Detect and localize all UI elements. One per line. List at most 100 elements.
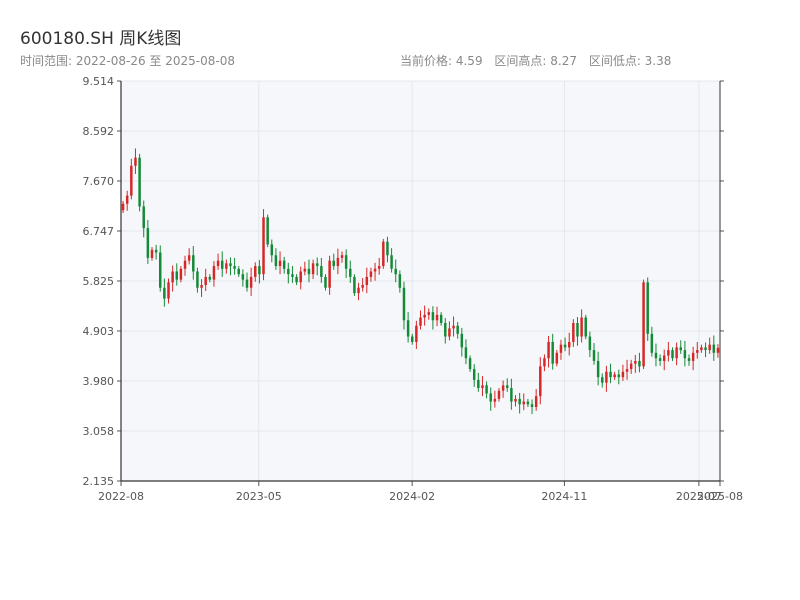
candle-up <box>382 241 385 267</box>
candle-up <box>696 350 699 353</box>
candle-down <box>530 404 534 408</box>
y-tick-label: 3.980 <box>83 375 115 388</box>
y-tick-label: 2.135 <box>83 475 115 488</box>
candle-up <box>448 328 451 337</box>
y-tick-label: 3.058 <box>83 425 115 438</box>
candle-down <box>485 385 488 394</box>
candle-down <box>588 336 592 351</box>
candle-down <box>138 157 141 207</box>
candle-down <box>460 333 464 348</box>
candle-down <box>287 268 290 275</box>
candle-up <box>634 360 637 364</box>
candle-up <box>212 266 216 280</box>
candle-up <box>150 249 154 258</box>
candle-up <box>249 276 253 288</box>
candle-down <box>291 274 294 277</box>
candle-up <box>183 260 187 269</box>
candle-up <box>365 276 369 286</box>
candle-up <box>572 322 575 342</box>
candle-down <box>584 317 587 337</box>
candle-down <box>704 347 707 351</box>
candle-up <box>522 401 526 405</box>
x-tick-label: 2023-05 <box>236 490 282 503</box>
candle-up <box>662 355 666 361</box>
time-range-label: 时间范围: 2022-08-26 至 2025-08-08 <box>20 54 235 68</box>
x-tick-label: 2025-08 <box>697 490 743 503</box>
candle-up <box>336 257 340 267</box>
candle-up <box>427 312 431 315</box>
candle-up <box>555 352 559 364</box>
candle-up <box>254 266 257 277</box>
candle-up <box>708 344 711 351</box>
candle-up <box>311 263 315 275</box>
candle-up <box>691 352 695 361</box>
candle-down <box>592 350 596 361</box>
candle-down <box>282 260 286 269</box>
candle-down <box>671 350 674 359</box>
range-high-label: 区间高点: 8.27 <box>494 54 577 68</box>
candle-down <box>601 377 604 383</box>
y-tick-label: 7.670 <box>83 175 115 188</box>
candle-down <box>551 341 554 364</box>
price-summary: 当前价格: 4.59 区间高点: 8.27 区间低点: 3.38 <box>400 52 679 69</box>
candle-down <box>609 371 612 378</box>
candle-up <box>501 385 505 391</box>
candle-down <box>245 279 249 288</box>
candle-up <box>171 271 174 283</box>
candle-up <box>125 195 129 204</box>
candle-up <box>225 263 228 269</box>
candle-down <box>270 244 274 256</box>
candle-up <box>134 157 137 166</box>
candle-down <box>390 255 393 269</box>
candle-up <box>200 285 203 288</box>
candle-down <box>307 268 311 275</box>
candle-up <box>299 271 302 283</box>
candle-down <box>266 217 269 245</box>
y-tick-label: 9.514 <box>83 75 115 88</box>
candle-down <box>518 398 521 405</box>
candle-up <box>435 314 439 321</box>
current-price-label: 当前价格: 4.59 <box>400 54 483 68</box>
candle-up <box>361 285 364 288</box>
chart-title: 600180.SH 周K线图 <box>20 29 182 49</box>
candle-down <box>468 358 472 370</box>
candle-down <box>650 333 654 353</box>
candle-up <box>121 203 125 211</box>
candle-up <box>559 344 563 353</box>
candle-up <box>278 260 282 267</box>
candle-down <box>510 388 513 402</box>
candle-up <box>340 255 344 258</box>
candle-down <box>456 325 459 334</box>
candle-down <box>208 276 212 280</box>
y-tick-label: 4.903 <box>83 325 115 338</box>
candle-up <box>642 282 645 367</box>
candle-up <box>328 260 331 288</box>
candle-down <box>679 347 682 351</box>
candle-down <box>464 347 468 359</box>
candle-up <box>493 398 497 402</box>
candle-up <box>543 358 546 367</box>
candle-down <box>196 271 199 288</box>
candle-down <box>175 271 179 280</box>
candle-down <box>638 360 641 367</box>
candle-down <box>596 360 600 378</box>
candle-down <box>154 249 158 253</box>
candle-down <box>431 312 435 321</box>
candle-down <box>163 287 166 299</box>
candle-up <box>625 369 629 372</box>
candle-up <box>452 325 455 329</box>
candle-up <box>423 314 426 318</box>
candle-down <box>274 255 278 267</box>
candle-up <box>179 268 183 280</box>
candle-down <box>444 322 447 337</box>
candle-down <box>489 393 492 402</box>
candle-up <box>621 371 625 378</box>
candle-down <box>344 255 348 269</box>
candle-down <box>220 260 224 269</box>
y-tick-label: 6.747 <box>83 225 115 238</box>
candle-down <box>617 374 621 378</box>
candle-up <box>216 260 220 267</box>
x-tick-label: 2024-02 <box>389 490 435 503</box>
candle-up <box>369 271 373 277</box>
